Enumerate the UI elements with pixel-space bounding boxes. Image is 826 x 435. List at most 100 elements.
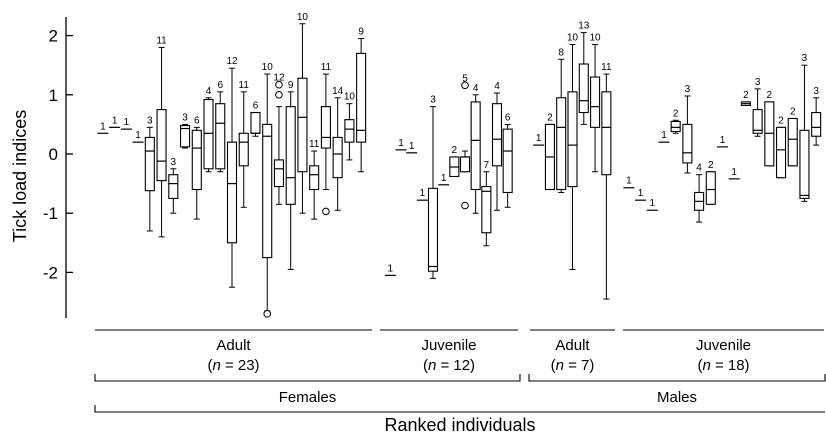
- box-body: [590, 76, 601, 128]
- box-body: [215, 103, 226, 170]
- box: 1: [109, 115, 121, 128]
- box-n-label: 1: [388, 263, 394, 274]
- box-n-label: 11: [239, 80, 250, 91]
- box-n-label: 2: [708, 160, 714, 171]
- box-body: [481, 186, 492, 234]
- box: 2: [775, 115, 787, 179]
- box-body: [332, 136, 343, 179]
- box-body: [567, 91, 578, 188]
- group-label: Juvenile: [421, 337, 476, 354]
- box-n-label: 1: [626, 176, 632, 187]
- box: 4: [203, 86, 214, 173]
- n-open: (: [697, 357, 702, 374]
- box-body: [191, 129, 202, 191]
- box-body: [601, 91, 612, 176]
- box-n-label: 1: [536, 133, 542, 144]
- box-body: [682, 123, 693, 164]
- box: 1: [416, 188, 428, 201]
- box: 6: [250, 101, 261, 137]
- box-n-label: 12: [226, 56, 238, 67]
- box-n-label: 1: [124, 117, 130, 128]
- box-n-label: 10: [344, 92, 356, 103]
- box-n-label: 2: [743, 90, 749, 101]
- box-outlier: [275, 91, 283, 99]
- box-outlier: [275, 80, 283, 89]
- group-label: Juvenile: [696, 337, 751, 354]
- box-n-label: 1: [135, 130, 141, 141]
- box: 3: [144, 115, 155, 232]
- n-open: (: [207, 357, 212, 374]
- box-body: [226, 141, 238, 244]
- box-n-label: 2: [778, 115, 784, 126]
- box-n-label: 3: [147, 115, 153, 126]
- box: 11: [601, 62, 612, 300]
- box-body: [156, 109, 167, 182]
- box: 1: [635, 188, 647, 201]
- box-n-label: 1: [420, 188, 426, 199]
- group-n-label: (n = 12): [423, 357, 475, 374]
- box-outlier: [461, 81, 469, 90]
- box: 4: [491, 81, 503, 211]
- box-n-label: 3: [755, 77, 761, 88]
- box-n-label: 10: [297, 12, 309, 23]
- box-body: [309, 165, 320, 191]
- box-n-label: 4: [206, 86, 212, 97]
- box: 6: [215, 80, 226, 173]
- box: 13: [578, 21, 590, 125]
- box-n-label: 10: [590, 32, 602, 43]
- box: 6: [191, 115, 202, 220]
- box: 4: [694, 163, 705, 223]
- box: 4: [470, 83, 481, 214]
- n-symbol: n: [702, 357, 710, 374]
- box: 1: [623, 176, 635, 189]
- box-body: [491, 103, 503, 167]
- box-body: [811, 112, 822, 137]
- box-n-label: 1: [100, 121, 106, 132]
- box: 10: [297, 12, 309, 214]
- box-body: [705, 171, 716, 205]
- box-n-label: 7: [484, 160, 490, 171]
- box-n-label: 10: [262, 62, 274, 73]
- sex-bracket: [94, 374, 521, 382]
- box: 2: [670, 108, 681, 134]
- box-body: [262, 123, 273, 259]
- box-body: [344, 119, 355, 143]
- box: 1: [717, 135, 728, 148]
- box-n-label: 3: [813, 86, 819, 97]
- box: 1: [384, 263, 396, 276]
- group-n-label: (n = 23): [207, 357, 259, 374]
- box-n-label: 9: [358, 27, 364, 38]
- box-n-label: 9: [288, 80, 294, 91]
- box: 8: [556, 47, 567, 193]
- box: 3: [168, 157, 179, 214]
- box-body: [787, 117, 798, 167]
- box-n-label: 3: [802, 53, 808, 64]
- box-body: [320, 106, 331, 149]
- box-n-label: 5: [462, 73, 468, 84]
- box-n-label: 4: [696, 163, 702, 174]
- box-body: [179, 125, 191, 148]
- n-value: = 7): [564, 357, 594, 374]
- box-n-label: 3: [430, 95, 436, 106]
- box: 1: [438, 173, 450, 186]
- box-n-label: 1: [720, 135, 726, 146]
- box-body: [459, 156, 471, 173]
- box: 1: [120, 117, 132, 130]
- box: 11: [320, 62, 332, 216]
- box-n-label: 2: [547, 112, 553, 123]
- y-tick-label: 1: [49, 86, 58, 105]
- box-n-label: 4: [473, 83, 479, 94]
- group-n-label: (n = 7): [551, 357, 595, 374]
- box: 2: [705, 160, 716, 205]
- y-tick-label: 0: [49, 145, 58, 164]
- box: 1: [406, 141, 418, 154]
- box-body: [250, 112, 261, 134]
- box: 10: [344, 92, 356, 161]
- box-body: [799, 129, 810, 199]
- box-n-label: 8: [558, 47, 564, 58]
- box: 12: [226, 56, 238, 288]
- group-n-label: (n = 18): [697, 357, 749, 374]
- box-body: [752, 109, 763, 134]
- box-n-label: 1: [661, 130, 667, 141]
- box: 10: [567, 32, 578, 270]
